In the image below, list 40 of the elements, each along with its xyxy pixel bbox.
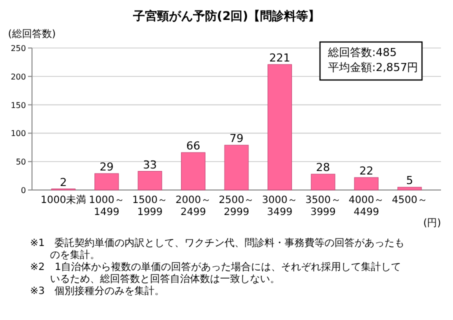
bar bbox=[94, 173, 119, 190]
x-tick-label: 1000～1499 bbox=[88, 195, 124, 218]
annotation: 総回答数:485 bbox=[327, 46, 397, 59]
x-tick-label: 3500～3999 bbox=[305, 195, 341, 218]
data-label: 33 bbox=[142, 158, 157, 172]
y-tick-label: 250 bbox=[10, 44, 26, 53]
y-tick-label: 50 bbox=[16, 158, 26, 167]
x-tick-label: 3000～3499 bbox=[262, 195, 298, 218]
data-label: 66 bbox=[186, 140, 200, 153]
text: ※3 個別接種分のみを集計。 bbox=[30, 285, 165, 297]
data-label: 5 bbox=[406, 174, 414, 188]
bar bbox=[181, 152, 206, 190]
y-tick-label: 150 bbox=[10, 100, 26, 110]
bar bbox=[310, 174, 336, 190]
text: ※2 1自治体から複数の単価の回答があった場合には、それぞれ採用して集計しているため、総回答数と回答自治体数は一致しない。 bbox=[30, 261, 402, 285]
x-tick-label: 2500～2999 bbox=[218, 195, 254, 218]
x-tick-label: 4500～ bbox=[392, 195, 428, 206]
x-tick-label: 2000～2499 bbox=[175, 195, 211, 218]
x-tick-label: 4000～4499 bbox=[348, 195, 384, 218]
y-tick-label: 100 bbox=[10, 129, 26, 138]
data-label: 29 bbox=[100, 160, 114, 174]
annotation: 平均金額:2,857円 bbox=[328, 61, 418, 74]
text: ※1 委託契約単価の内訳として、ワクチン代、問診料・事務費等の回答があったものを集計。 bbox=[30, 237, 405, 261]
x-axis-title: (円) bbox=[423, 218, 442, 229]
x-tick-label: 1000未満 bbox=[40, 194, 86, 206]
data-label: 2 bbox=[60, 176, 67, 189]
y-axis-title: (総回答数) bbox=[8, 28, 56, 40]
x-tick-label: 1500～1999 bbox=[132, 195, 168, 218]
y-tick-label: 0 bbox=[20, 186, 26, 195]
bar bbox=[268, 64, 292, 190]
bar bbox=[224, 144, 249, 190]
data-label: 221 bbox=[269, 51, 290, 64]
bar bbox=[397, 186, 422, 190]
bar bbox=[354, 177, 378, 190]
bar bbox=[138, 171, 162, 190]
data-label: 28 bbox=[316, 161, 330, 174]
data-label: 22 bbox=[359, 164, 374, 178]
y-tick-label: 200 bbox=[10, 72, 26, 82]
chart-title: 子宮頸がん予防(2回)【問診料等】 bbox=[132, 9, 320, 23]
data-label: 79 bbox=[230, 132, 244, 146]
